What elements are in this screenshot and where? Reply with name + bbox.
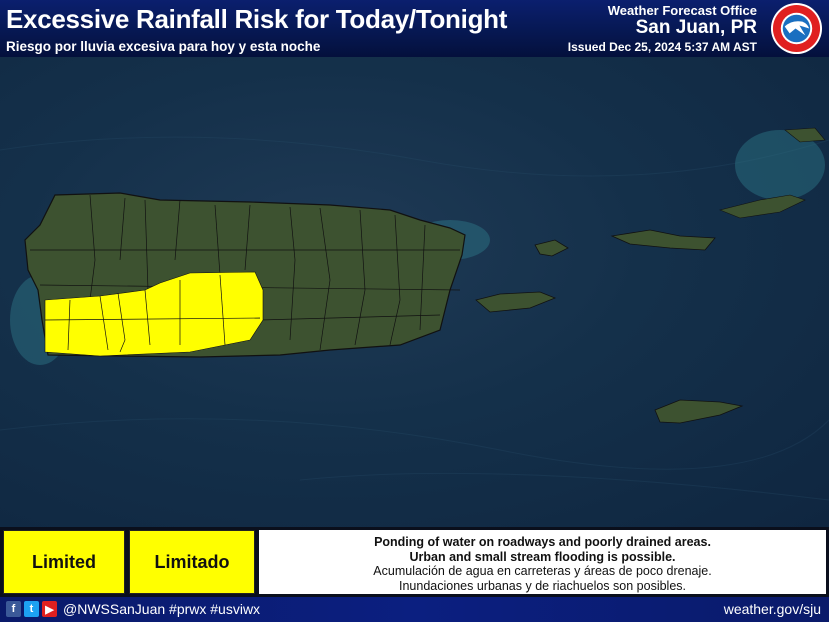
desc-es-line-1: Acumulación de agua en carreteras y área… [373,564,712,578]
desc-es-line-2: Inundaciones urbanas y de riachuelos son… [399,578,686,593]
issued-time: Issued Dec 25, 2024 5:37 AM AST [567,40,757,54]
ocean-texture [0,136,829,501]
british-virgin-islands [719,127,826,219]
desc-en-line-2: Urban and small stream flooding is possi… [409,549,676,564]
st-thomas-st-john [610,229,716,251]
risk-area-boundaries [44,274,261,353]
vieques-island [475,291,557,313]
desc-en-line-1: Ponding of water on roadways and poorly … [374,535,711,549]
municipio-boundaries [30,194,461,351]
map [0,57,829,527]
st-croix-island [654,399,744,424]
legend-level-spanish: Limitado [129,530,255,594]
youtube-icon[interactable]: ▶ [42,601,57,617]
twitter-icon[interactable]: t [24,601,39,617]
footer: f t ▶ @NWSSanJuan #prwx #usviwx weather.… [0,597,829,622]
website-link[interactable]: weather.gov/sju [723,601,821,617]
social-links: f t ▶ @NWSSanJuan #prwx #usviwx [6,601,260,617]
legend-level-english: Limited [3,530,125,594]
facebook-icon[interactable]: f [6,601,21,617]
culebra-island [534,239,569,257]
office-city: San Juan, PR [635,17,757,38]
social-handle: @NWSSanJuan #prwx #usviwx [63,601,261,617]
nws-logo-icon [770,2,823,55]
page-subtitle: Riesgo por lluvia excesiva para hoy y es… [6,39,321,54]
legend-description: Ponding of water on roadways and poorly … [259,530,826,594]
page-title: Excessive Rainfall Risk for Today/Tonigh… [6,4,508,34]
office-label: Weather Forecast Office [607,3,757,18]
header: Excessive Rainfall Risk for Today/Tonigh… [0,0,829,57]
legend: Limited Limitado Ponding of water on roa… [0,527,829,597]
